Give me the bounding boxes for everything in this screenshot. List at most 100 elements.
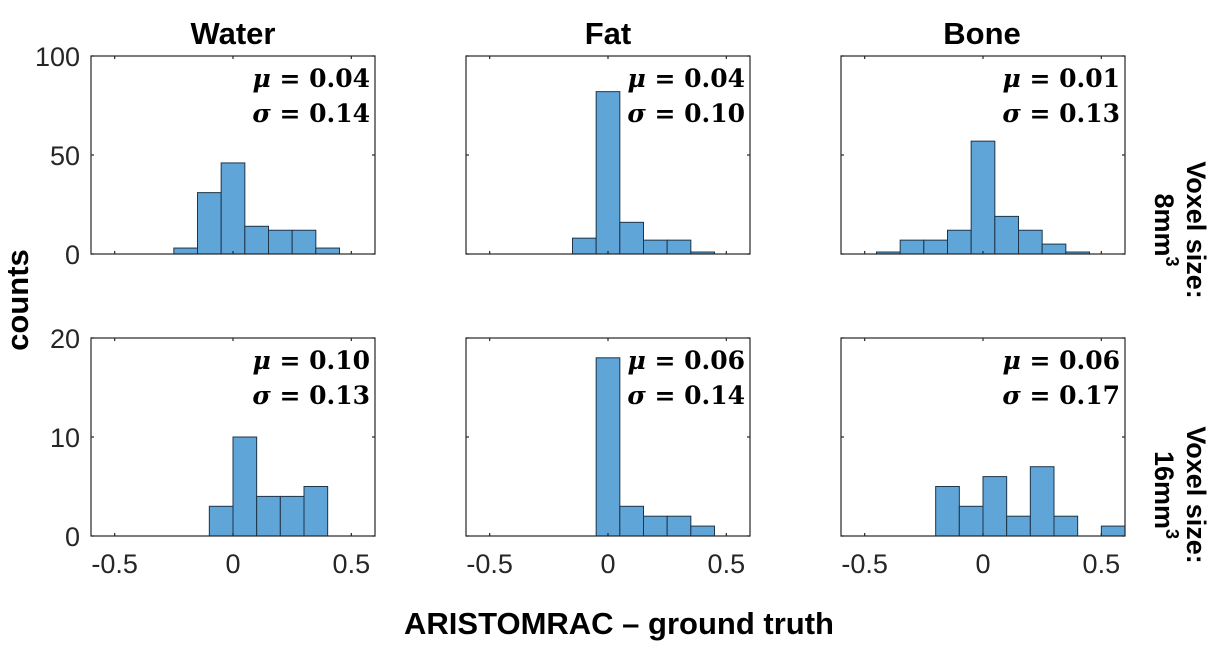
mu-value-fat-row1: 0.04 <box>684 64 745 93</box>
sigma-symbol-bone-row2: σ <box>1002 381 1021 410</box>
y-axis-label: counts <box>0 249 35 351</box>
xtick-label-fat-row2-2: 0.5 <box>708 549 746 579</box>
mu-equals-fat-row2: = <box>646 346 684 375</box>
row-label-8mm: Voxel size: 8mm3 <box>1149 161 1211 299</box>
sigma-value-bone-row1: 0.13 <box>1059 99 1120 128</box>
panel-bone-row1: μ = 0.01 σ = 0.13 <box>840 55 1126 255</box>
mu-annotation-fat-row1: μ = 0.04 <box>627 64 745 93</box>
panel-bone-row2: -0.5 0 0.5 μ = 0.06 σ = 0.17 <box>840 337 1126 579</box>
mu-symbol-water-row2: μ <box>252 346 270 375</box>
row-label-8mm-line1: Voxel size: <box>1181 161 1211 299</box>
column-title-bone: Bone <box>943 16 1021 51</box>
ytick-label-water-row2-0: 0 <box>65 522 80 552</box>
x-axis-label: ARISTOMRAC – ground truth <box>404 606 834 641</box>
mu-value-bone-row1: 0.01 <box>1059 64 1120 93</box>
mu-annotation-fat-row2: μ = 0.06 <box>627 346 745 375</box>
sigma-value-fat-row2: 0.14 <box>684 381 745 410</box>
mu-value-water-row1: 0.04 <box>309 64 370 93</box>
bar-water-row1-5 <box>291 229 317 255</box>
sigma-symbol-water-row2: σ <box>252 381 271 410</box>
mu-symbol-water-row1: μ <box>252 64 270 93</box>
mu-annotation-bone-row1: μ = 0.01 <box>1002 64 1120 93</box>
panel-fat-row2: -0.5 0 0.5 μ = 0.06 σ = 0.14 <box>465 337 751 579</box>
bar-bone-row1-6 <box>1018 229 1043 255</box>
bar-bone-row2-1 <box>958 505 984 537</box>
column-title-fat: Fat <box>585 16 632 51</box>
bar-bone-row1-4 <box>970 140 996 255</box>
bar-fat-row1-4 <box>666 239 692 255</box>
bar-bone-row1-1 <box>899 239 925 255</box>
bar-fat-row2-0 <box>595 357 621 537</box>
bar-water-row1-3 <box>244 225 269 255</box>
bar-water-row2-3 <box>279 495 305 537</box>
sigma-annotation-water-row2: σ = 0.13 <box>252 381 370 410</box>
sigma-symbol-bone-row1: σ <box>1002 99 1021 128</box>
sigma-equals-bone-row1: = <box>1021 99 1059 128</box>
bar-water-row1-0 <box>173 247 198 255</box>
row-label-16mm: Voxel size: 16mm3 <box>1149 426 1211 564</box>
sigma-equals-fat-row2: = <box>646 381 684 410</box>
mu-value-water-row2: 0.10 <box>309 346 370 375</box>
bar-bone-row2-2 <box>982 476 1008 537</box>
bar-water-row1-1 <box>197 192 222 255</box>
mu-equals-water-row2: = <box>271 346 309 375</box>
mu-symbol-fat-row2: μ <box>627 346 645 375</box>
sigma-value-fat-row1: 0.10 <box>684 99 745 128</box>
bar-bone-row2-5 <box>1053 515 1079 537</box>
bar-fat-row2-2 <box>643 515 668 537</box>
mu-equals-bone-row1: = <box>1021 64 1059 93</box>
xtick-label-fat-row2-0: -0.5 <box>466 549 513 579</box>
sigma-equals-water-row2: = <box>271 381 309 410</box>
ytick-label-water-row1-0: 0 <box>65 240 80 270</box>
bar-bone-row2-6 <box>1100 525 1126 537</box>
panel-fat-row1: μ = 0.04 σ = 0.10 <box>465 55 751 255</box>
bar-bone-row1-3 <box>947 229 972 255</box>
bar-bone-row1-7 <box>1041 243 1067 255</box>
sigma-annotation-water-row1: σ = 0.14 <box>252 99 370 128</box>
sigma-value-water-row1: 0.14 <box>309 99 370 128</box>
sigma-annotation-fat-row2: σ = 0.14 <box>627 381 745 410</box>
mu-equals-water-row1: = <box>271 64 309 93</box>
xtick-label-water-row2-0: -0.5 <box>91 549 138 579</box>
mu-symbol-bone-row1: μ <box>1002 64 1020 93</box>
bar-bone-row1-2 <box>923 239 948 255</box>
bar-fat-row1-0 <box>572 237 597 255</box>
panel-water-row1: 0 50 100 μ = 0.04 σ = 0.14 <box>35 42 376 270</box>
bar-water-row2-4 <box>303 486 329 537</box>
sigma-equals-fat-row1: = <box>646 99 684 128</box>
xtick-label-water-row2-2: 0.5 <box>333 549 371 579</box>
sigma-symbol-water-row1: σ <box>252 99 271 128</box>
sigma-annotation-fat-row1: σ = 0.10 <box>627 99 745 128</box>
mu-annotation-water-row1: μ = 0.04 <box>252 64 370 93</box>
bar-bone-row2-3 <box>1006 515 1031 537</box>
xtick-label-water-row2-1: 0 <box>225 549 240 579</box>
column-title-water: Water <box>191 16 276 51</box>
bar-fat-row2-4 <box>690 525 715 537</box>
bar-bone-row1-5 <box>994 215 1019 255</box>
bar-bone-row2-0 <box>935 486 960 537</box>
sigma-symbol-fat-row2: σ <box>627 381 646 410</box>
mu-symbol-bone-row2: μ <box>1002 346 1020 375</box>
ytick-label-water-row1-2: 100 <box>35 42 80 72</box>
mu-annotation-bone-row2: μ = 0.06 <box>1002 346 1120 375</box>
mu-equals-bone-row2: = <box>1021 346 1059 375</box>
xtick-label-bone-row2-2: 0.5 <box>1083 549 1121 579</box>
panel-water-row2: -0.5 0 0.5 0 10 20 μ = 0.10 σ = 0.13 <box>50 324 376 579</box>
row-label-16mm-line2: 16mm3 <box>1149 451 1182 539</box>
sigma-annotation-bone-row2: σ = 0.17 <box>1002 381 1120 410</box>
sigma-equals-bone-row2: = <box>1021 381 1059 410</box>
mu-value-bone-row2: 0.06 <box>1059 346 1120 375</box>
ytick-label-water-row2-1: 10 <box>50 423 80 453</box>
bar-fat-row1-3 <box>643 239 668 255</box>
sigma-value-bone-row2: 0.17 <box>1059 381 1120 410</box>
bar-bone-row2-4 <box>1029 466 1055 537</box>
ytick-label-water-row2-2: 20 <box>50 324 80 354</box>
sigma-value-water-row2: 0.13 <box>309 381 370 410</box>
bar-water-row1-2 <box>220 162 246 255</box>
row-label-16mm-sup: 3 <box>1162 529 1182 539</box>
sigma-equals-water-row1: = <box>271 99 309 128</box>
row-label-16mm-unit: 16mm <box>1149 451 1179 529</box>
mu-annotation-water-row2: μ = 0.10 <box>252 346 370 375</box>
